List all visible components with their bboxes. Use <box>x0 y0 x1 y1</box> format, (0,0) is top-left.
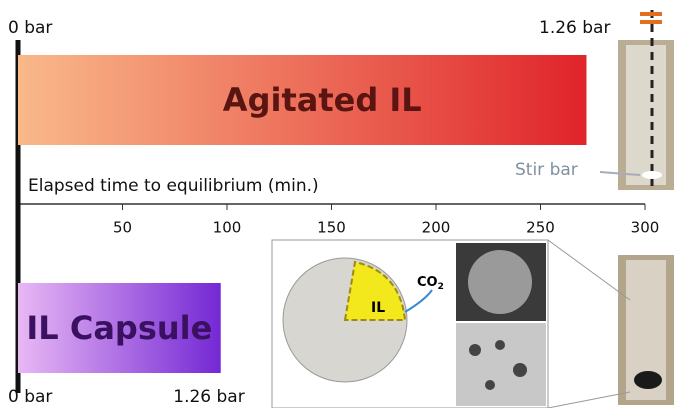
bar-label: IL Capsule <box>26 309 212 347</box>
il-label: IL <box>371 300 385 316</box>
inset <box>271 239 631 408</box>
x-tick-label: 150 <box>317 219 346 237</box>
stir-bar-label: Stir bar <box>515 160 578 180</box>
x-tick-label: 100 <box>213 219 242 237</box>
x-axis-label: Elapsed time to equilibrium (min.) <box>28 176 319 196</box>
x-tick-label: 250 <box>526 219 555 237</box>
x-tick-label: 200 <box>422 219 451 237</box>
end-label: 1.26 bar <box>539 18 610 38</box>
x-tick-label: 300 <box>631 219 660 237</box>
photo-capsule <box>618 255 674 405</box>
bar <box>18 283 221 373</box>
co2-subscript: 2 <box>438 282 444 292</box>
start-label: 0 bar <box>8 387 52 407</box>
end-label: 1.26 bar <box>173 387 244 407</box>
x-tick-label: 50 <box>113 219 132 237</box>
co2-text: CO <box>417 275 438 290</box>
bar <box>18 55 587 145</box>
photo-agitated <box>599 10 674 190</box>
start-label: 0 bar <box>8 18 52 38</box>
bar-label: Agitated IL <box>223 81 422 119</box>
co2-label: CO2 <box>417 275 444 292</box>
